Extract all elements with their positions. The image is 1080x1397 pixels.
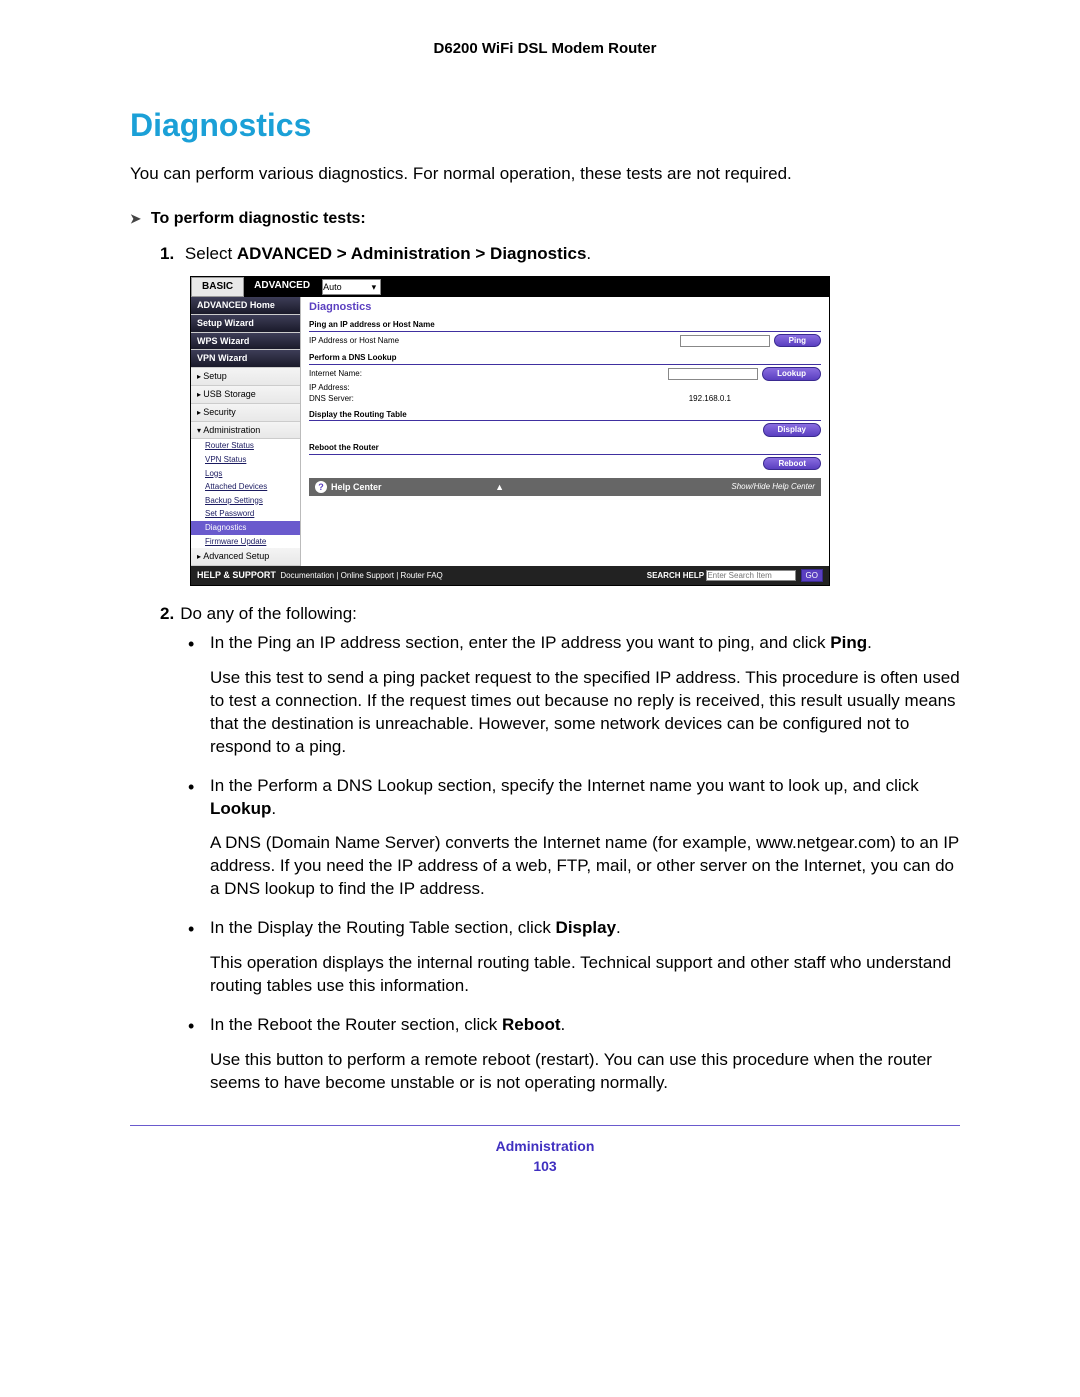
ping-label: IP Address or Host Name (309, 336, 399, 346)
sidebar-item-setup-wizard[interactable]: Setup Wizard (191, 315, 300, 333)
ping-button[interactable]: Ping (774, 334, 821, 348)
step-2: 2.Do any of the following: In the Ping a… (160, 604, 960, 1095)
ping-section-header: Ping an IP address or Host Name (309, 320, 821, 332)
routing-section-header: Display the Routing Table (309, 410, 821, 422)
footer-section-label: Administration (130, 1138, 960, 1154)
bullet-ping: In the Ping an IP address section, enter… (210, 632, 960, 759)
sidebar-sub-logs[interactable]: Logs (191, 467, 300, 481)
bullet-reboot: In the Reboot the Router section, click … (210, 1014, 960, 1095)
sidebar-item-security[interactable]: Security (191, 404, 300, 422)
sidebar-item-usb[interactable]: USB Storage (191, 386, 300, 404)
sidebar-sub-diagnostics[interactable]: Diagnostics (191, 521, 300, 535)
dns-section-header: Perform a DNS Lookup (309, 353, 821, 365)
step-1: 1. Select ADVANCED > Administration > Di… (160, 244, 960, 586)
tab-advanced[interactable]: ADVANCED (244, 277, 320, 297)
reboot-button[interactable]: Reboot (763, 457, 821, 471)
sidebar-item-vpn-wizard[interactable]: VPN Wizard (191, 350, 300, 368)
sidebar-sub-attached[interactable]: Attached Devices (191, 480, 300, 494)
dns-server-value: 192.168.0.1 (689, 394, 731, 404)
content-title: Diagnostics (309, 301, 821, 314)
router-ui-screenshot: BASIC ADVANCED Auto▾ ADVANCED Home Setup… (190, 276, 830, 586)
procedure-heading: To perform diagnostic tests: (130, 210, 960, 228)
help-icon: ? (315, 481, 327, 493)
bullet-lookup: In the Perform a DNS Lookup section, spe… (210, 775, 960, 902)
dns-input[interactable] (668, 368, 758, 380)
ping-input[interactable] (680, 335, 770, 347)
sidebar-sub-backup[interactable]: Backup Settings (191, 494, 300, 508)
sidebar-item-setup[interactable]: Setup (191, 368, 300, 386)
intro-text: You can perform various diagnostics. For… (130, 164, 960, 184)
dns-internet-name-label: Internet Name: (309, 369, 362, 379)
sidebar-sub-password[interactable]: Set Password (191, 507, 300, 521)
search-help-input[interactable] (706, 570, 796, 581)
sidebar-sub-router-status[interactable]: Router Status (191, 439, 300, 453)
dns-ip-label: IP Address: (309, 383, 350, 393)
bullet-display: In the Display the Routing Table section… (210, 917, 960, 998)
help-center-bar[interactable]: ? Help Center ▲ Show/Hide Help Center (309, 478, 821, 496)
sidebar-item-wps-wizard[interactable]: WPS Wizard (191, 333, 300, 351)
dns-server-label: DNS Server: (309, 394, 354, 404)
sidebar-item-administration[interactable]: Administration (191, 422, 300, 440)
reboot-section-header: Reboot the Router (309, 443, 821, 455)
content-panel: Diagnostics Ping an IP address or Host N… (301, 297, 829, 566)
go-button[interactable]: GO (801, 569, 823, 582)
page-title: Diagnostics (130, 107, 960, 144)
sidebar-item-home[interactable]: ADVANCED Home (191, 297, 300, 315)
footer-bar: HELP & SUPPORT Documentation | Online Su… (191, 566, 829, 585)
sidebar-sub-firmware[interactable]: Firmware Update (191, 535, 300, 549)
sidebar: ADVANCED Home Setup Wizard WPS Wizard VP… (191, 297, 301, 566)
sidebar-item-advanced-setup[interactable]: Advanced Setup (191, 548, 300, 566)
tab-basic[interactable]: BASIC (191, 277, 244, 297)
page-number: 103 (130, 1158, 960, 1174)
display-button[interactable]: Display (763, 423, 821, 437)
sidebar-sub-vpn-status[interactable]: VPN Status (191, 453, 300, 467)
lookup-button[interactable]: Lookup (762, 367, 821, 381)
document-header: D6200 WiFi DSL Modem Router (130, 40, 960, 57)
language-selector[interactable]: Auto▾ (322, 279, 381, 295)
footer-rule (130, 1125, 960, 1126)
